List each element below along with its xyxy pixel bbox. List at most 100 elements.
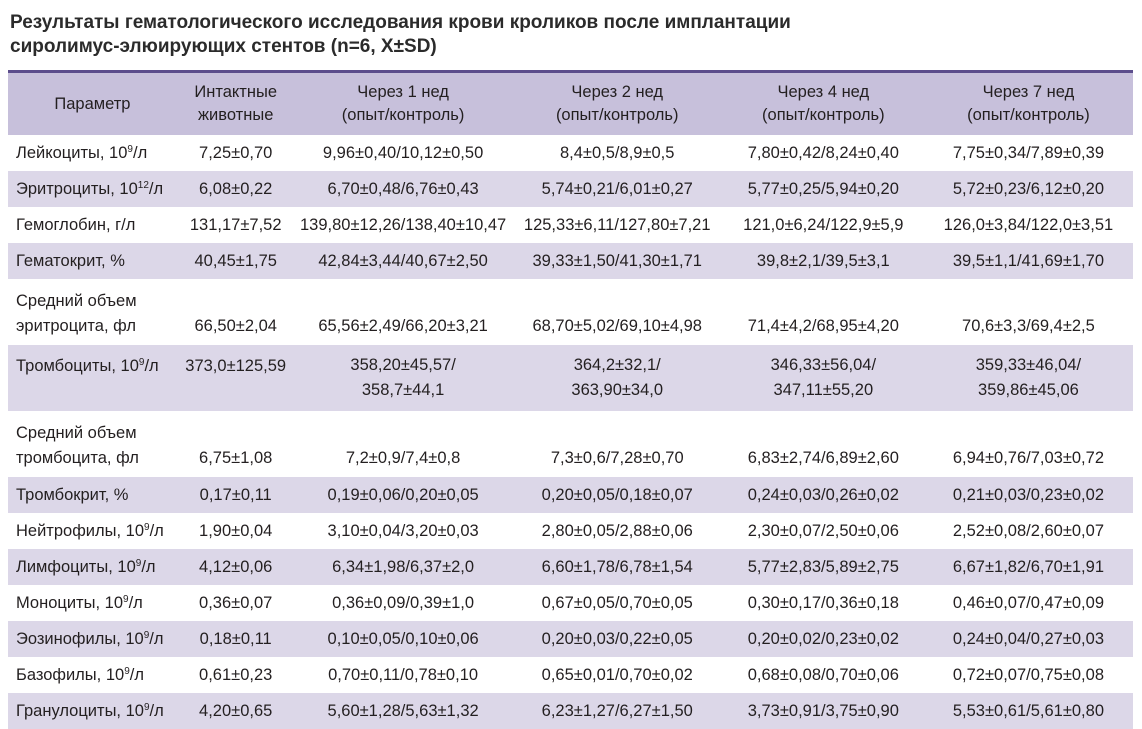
value-cell: 0,18±0,11 bbox=[177, 621, 295, 657]
value-text: 0,70±0,11/0,78±0,10 bbox=[328, 665, 479, 684]
value-text: 121,0±6,24/122,9±5,9 bbox=[743, 215, 904, 234]
value-text: 6,08±0,22 bbox=[199, 179, 273, 198]
value-text: 3,10±0,04/3,20±0,03 bbox=[327, 521, 479, 540]
value-text: 7,3±0,6/7,28±0,70 bbox=[550, 449, 684, 467]
parameter-name: Базофилы, 10 bbox=[16, 665, 125, 684]
value-text: 0,46±0,07/0,47±0,09 bbox=[952, 593, 1104, 612]
column-header: Через 2 нед (опыт/контроль) bbox=[512, 73, 723, 135]
value-text: 6,75±1,08 bbox=[199, 449, 273, 467]
value-cell: 7,75±0,34/7,89±0,39 bbox=[924, 135, 1133, 171]
unit-exponent: 9 bbox=[123, 593, 129, 605]
column-header: Через 1 нед (опыт/контроль) bbox=[295, 73, 512, 135]
value-cell: 5,77±2,83/5,89±2,75 bbox=[723, 549, 924, 585]
table-header-row: Параметр Интактные животные Через 1 нед (опы… bbox=[8, 73, 1133, 135]
value-cell: 0,72±0,07/0,75±0,08 bbox=[924, 657, 1133, 693]
value-cell: 0,70±0,11/0,78±0,10 bbox=[295, 657, 512, 693]
value-text: 364,2±32,1/ bbox=[573, 356, 661, 374]
value-cell: 0,36±0,07 bbox=[177, 585, 295, 621]
value-cell: 0,68±0,08/0,70±0,06 bbox=[723, 657, 924, 693]
value-cell: 5,72±0,23/6,12±0,20 bbox=[924, 171, 1133, 207]
table-row: Гранулоциты, 109/л 4,20±0,65 5,60±1,28/5,6… bbox=[8, 693, 1133, 729]
value-text-line-2: 363,90±34,0 bbox=[571, 381, 664, 399]
value-cell: 40,45±1,75 bbox=[177, 243, 295, 279]
value-text: 3,73±0,91/3,75±0,90 bbox=[747, 701, 899, 720]
value-cell: 125,33±6,11/127,80±7,21 bbox=[512, 207, 723, 243]
value-text: 0,19±0,06/0,20±0,05 bbox=[327, 485, 479, 504]
value-cell: 2,30±0,07/2,50±0,06 bbox=[723, 513, 924, 549]
parameter-cell: Базофилы, 109/л bbox=[8, 657, 177, 693]
column-header-line-1: Через 1 нед bbox=[357, 83, 449, 101]
unit-exponent: 9 bbox=[124, 665, 130, 677]
value-text: 4,12±0,06 bbox=[199, 557, 273, 576]
value-cell: 39,33±1,50/41,30±1,71 bbox=[512, 243, 723, 279]
value-text: 6,94±0,76/7,03±0,72 bbox=[952, 449, 1104, 467]
value-cell: 4,20±0,65 bbox=[177, 693, 295, 729]
value-text: 6,67±1,82/6,70±1,91 bbox=[952, 557, 1104, 576]
value-cell: 0,17±0,11 bbox=[177, 477, 295, 513]
value-cell: 358,20±45,57/358,7±44,1 bbox=[295, 345, 512, 411]
table-row: Средний объем эритроцита, фл 66,50±2,04 65… bbox=[8, 279, 1133, 345]
value-cell: 39,8±2,1/39,5±3,1 bbox=[723, 243, 924, 279]
value-text: 2,30±0,07/2,50±0,06 bbox=[747, 521, 899, 540]
value-text: 359,33±46,04/ bbox=[975, 356, 1082, 374]
value-cell: 0,20±0,05/0,18±0,07 bbox=[512, 477, 723, 513]
value-text: 139,80±12,26/138,40±10,47 bbox=[299, 215, 507, 234]
unit-suffix: /л bbox=[149, 629, 164, 648]
parameter-cell: Гранулоциты, 109/л bbox=[8, 693, 177, 729]
value-text: 7,25±0,70 bbox=[199, 143, 273, 162]
value-text: 0,67±0,05/0,70±0,05 bbox=[541, 593, 693, 612]
column-header-line-1: Через 7 нед bbox=[982, 83, 1075, 101]
parameter-cell: Гематокрит, % bbox=[8, 243, 177, 279]
value-cell: 3,10±0,04/3,20±0,03 bbox=[295, 513, 512, 549]
value-text: 66,50±2,04 bbox=[194, 317, 277, 335]
value-cell: 0,30±0,17/0,36±0,18 bbox=[723, 585, 924, 621]
parameter-cell: Средний объем тромбоцита, фл bbox=[8, 411, 177, 477]
unit-exponent: 9 bbox=[127, 143, 133, 155]
parameter-name: Нейтрофилы, 10 bbox=[16, 521, 145, 540]
unit-exponent: 9 bbox=[144, 521, 150, 533]
value-text: 2,52±0,08/2,60±0,07 bbox=[952, 521, 1104, 540]
value-cell: 3,73±0,91/3,75±0,90 bbox=[723, 693, 924, 729]
table-row: Эритроциты, 1012/л 6,08±0,22 6,70±0,48/6,7… bbox=[8, 171, 1133, 207]
value-text: 65,56±2,49/66,20±3,21 bbox=[318, 317, 488, 335]
value-text: 358,20±45,57/ bbox=[350, 356, 456, 374]
column-header-line-1: Интактные bbox=[194, 83, 278, 101]
value-text: 5,53±0,61/5,61±0,80 bbox=[952, 701, 1104, 720]
value-text: 7,75±0,34/7,89±0,39 bbox=[952, 143, 1104, 162]
value-cell: 5,53±0,61/5,61±0,80 bbox=[924, 693, 1133, 729]
value-cell: 7,25±0,70 bbox=[177, 135, 295, 171]
table-row: Средний объем тромбоцита, фл 6,75±1,08 7,2… bbox=[8, 411, 1133, 477]
value-text: 6,83±2,74/6,89±2,60 bbox=[747, 449, 899, 467]
value-text-line-2: 359,86±45,06 bbox=[978, 381, 1079, 399]
column-header-line-2: (опыт/контроль) bbox=[341, 106, 465, 124]
value-cell: 359,33±46,04/359,86±45,06 bbox=[924, 345, 1133, 411]
value-text: 0,36±0,07 bbox=[199, 593, 273, 612]
unit-suffix: /л bbox=[132, 143, 148, 162]
value-text: 1,90±0,04 bbox=[199, 521, 273, 540]
value-text: 5,72±0,23/6,12±0,20 bbox=[952, 179, 1104, 198]
value-cell: 66,50±2,04 bbox=[177, 279, 295, 345]
caption-line-2: сиролимус-элюирующих стентов (n=6, X±SD) bbox=[10, 36, 437, 57]
value-text: 0,20±0,03/0,22±0,05 bbox=[541, 629, 693, 648]
value-cell: 39,5±1,1/41,69±1,70 bbox=[924, 243, 1133, 279]
value-text: 6,60±1,78/6,78±1,54 bbox=[541, 557, 693, 576]
value-cell: 7,3±0,6/7,28±0,70 bbox=[512, 411, 723, 477]
value-text: 70,6±3,3/69,4±2,5 bbox=[962, 317, 1095, 335]
value-cell: 6,83±2,74/6,89±2,60 bbox=[723, 411, 924, 477]
parameter-cell: Эритроциты, 1012/л bbox=[8, 171, 177, 207]
value-text: 39,33±1,50/41,30±1,71 bbox=[532, 251, 702, 270]
column-header-line-2: (опыт/контроль) bbox=[555, 106, 679, 124]
value-cell: 65,56±2,49/66,20±3,21 bbox=[295, 279, 512, 345]
unit-suffix: /л bbox=[149, 701, 164, 720]
value-cell: 5,60±1,28/5,63±1,32 bbox=[295, 693, 512, 729]
value-text: 7,2±0,9/7,4±0,8 bbox=[345, 449, 461, 467]
column-header-line-2: (опыт/контроль) bbox=[967, 106, 1090, 124]
parameter-cell: Эозинофилы, 109/л bbox=[8, 621, 177, 657]
value-text: 131,17±7,52 bbox=[189, 215, 282, 234]
value-cell: 0,24±0,03/0,26±0,02 bbox=[723, 477, 924, 513]
unit-suffix: /л bbox=[141, 557, 156, 576]
parameter-name: Моноциты, 10 bbox=[16, 593, 124, 612]
value-cell: 373,0±125,59 bbox=[177, 345, 295, 411]
caption-line-1: Результаты гематологического исследовани… bbox=[10, 12, 791, 33]
value-cell: 6,08±0,22 bbox=[177, 171, 295, 207]
